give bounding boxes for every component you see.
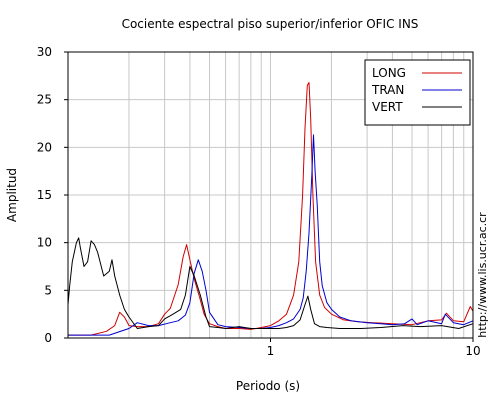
y-tick-label: 5	[44, 283, 52, 297]
y-tick-label: 25	[37, 93, 52, 107]
x-tick-label: 1	[267, 344, 275, 358]
y-tick-label: 20	[37, 140, 52, 154]
x-axis-label: Periodo (s)	[236, 379, 300, 393]
y-tick-label: 15	[37, 188, 52, 202]
y-tick-label: 30	[37, 45, 52, 59]
grid	[68, 52, 473, 338]
series-line-vert	[67, 237, 474, 329]
x-tick-label: 10	[465, 344, 480, 358]
y-tick-label: 10	[37, 236, 52, 250]
axis-ticks: 0 5 10 15 20 25 30 1 10	[37, 45, 481, 358]
chart-title: Cociente espectral piso superior/inferio…	[122, 17, 419, 31]
legend-label-tran: TRAN	[371, 83, 404, 97]
legend-label-vert: VERT	[372, 100, 403, 114]
y-axis-label: Amplitud	[5, 168, 19, 222]
legend-box	[364, 59, 471, 126]
legend: LONG TRAN VERT	[364, 59, 471, 126]
series-line-tran	[68, 134, 474, 336]
side-annotation: http://www.lis.ucr.ac.cr	[476, 212, 489, 338]
legend-label-long: LONG	[372, 66, 406, 80]
series-layer	[67, 82, 474, 336]
y-tick-label: 0	[44, 331, 52, 345]
